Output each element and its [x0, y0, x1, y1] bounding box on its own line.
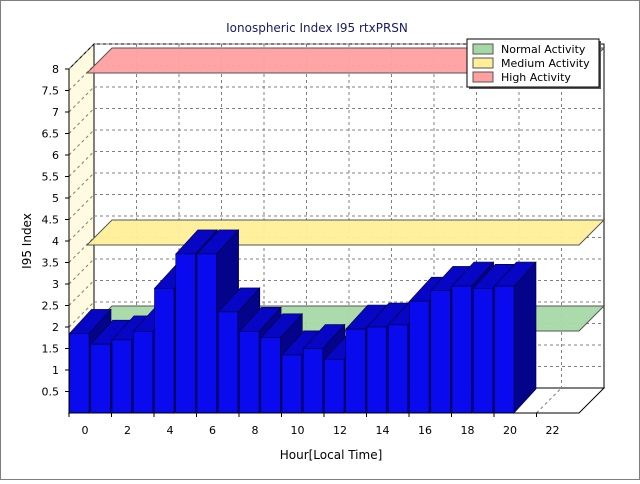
- legend-item: High Activity: [472, 71, 571, 84]
- x-tick-label: 2: [124, 424, 131, 437]
- legend-item: Normal Activity: [472, 43, 586, 56]
- bar-front: [90, 343, 111, 414]
- bar-front: [69, 333, 90, 414]
- x-tick-label: 20: [503, 424, 517, 437]
- y-tick-label: 3.5: [42, 257, 60, 270]
- x-axis-label: Hour[Local Time]: [280, 448, 383, 462]
- x-tick-label: 0: [82, 424, 89, 437]
- band-medium-activity: [85, 219, 606, 246]
- bar-front: [430, 290, 451, 414]
- x-tick-label: 8: [252, 424, 259, 437]
- y-axis-label: I95 Index: [20, 213, 34, 269]
- bar-front: [196, 253, 217, 414]
- bar: [493, 261, 537, 414]
- x-tick-label: 18: [461, 424, 475, 437]
- bar-front: [154, 287, 175, 414]
- bar-front: [260, 337, 281, 414]
- bar-front: [366, 326, 387, 414]
- y-tick-label: 6: [52, 149, 59, 162]
- bar-front: [239, 330, 260, 414]
- x-tick-label: 12: [333, 424, 347, 437]
- legend-label: Medium Activity: [501, 57, 590, 70]
- x-tick-label: 10: [291, 424, 305, 437]
- legend-swatch: [472, 43, 494, 55]
- bar-front: [175, 253, 196, 414]
- y-tick-label: 7: [52, 106, 59, 119]
- y-tick-label: 5: [52, 192, 59, 205]
- y-tick-label: 0.5: [42, 386, 60, 399]
- x-tick-label: 4: [167, 424, 174, 437]
- y-tick-labels: 0.5 1 1.5 2 2.5 3 3.5 4 4.5 5 5.5 6 6.5 7 7.5 8: [42, 63, 60, 399]
- legend-label: High Activity: [501, 71, 571, 84]
- y-tick-label: 2: [52, 321, 59, 334]
- bar-series: [68, 229, 537, 414]
- bar-front: [302, 348, 324, 414]
- chart-axes: [65, 68, 579, 417]
- bar-side: [513, 261, 537, 414]
- y-tick-label: 2.5: [42, 300, 60, 313]
- bar-front: [451, 285, 472, 414]
- x-tick-label: 14: [376, 424, 390, 437]
- x-tick-label: 6: [209, 424, 216, 437]
- chart-title: Ionospheric Index I95 rtxPRSN: [226, 21, 408, 35]
- bar-front: [281, 354, 302, 414]
- bar-front: [324, 358, 345, 414]
- y-tick-label: 4.5: [42, 214, 60, 227]
- y-tick-label: 7.5: [42, 85, 60, 98]
- legend-swatch: [472, 71, 494, 83]
- bar-front: [387, 324, 409, 414]
- y-tick-label: 6.5: [42, 128, 60, 141]
- legend-item: Medium Activity: [472, 57, 590, 70]
- legend-label: Normal Activity: [501, 43, 586, 56]
- bar-front: [132, 330, 154, 414]
- legend-swatch: [472, 57, 494, 69]
- y-tick-label: 4: [52, 235, 59, 248]
- y-tick-label: 1: [52, 364, 59, 377]
- y-tick-label: 8: [52, 63, 59, 76]
- bar-front: [345, 328, 366, 414]
- x-tick-label: 16: [418, 424, 432, 437]
- bar-front: [409, 300, 430, 414]
- bar-front: [472, 287, 494, 414]
- bar-front: [217, 311, 239, 414]
- y-tick-label: 5.5: [42, 171, 60, 184]
- y-tick-label: 1.5: [42, 343, 60, 356]
- bar-front: [494, 285, 515, 414]
- bar-front: [111, 339, 132, 414]
- x-tick-label: 22: [546, 424, 560, 437]
- x-tick-labels: 0 2 4 6 8 10 12 14 16 18 20 22: [82, 424, 560, 437]
- y-tick-label: 3: [52, 278, 59, 291]
